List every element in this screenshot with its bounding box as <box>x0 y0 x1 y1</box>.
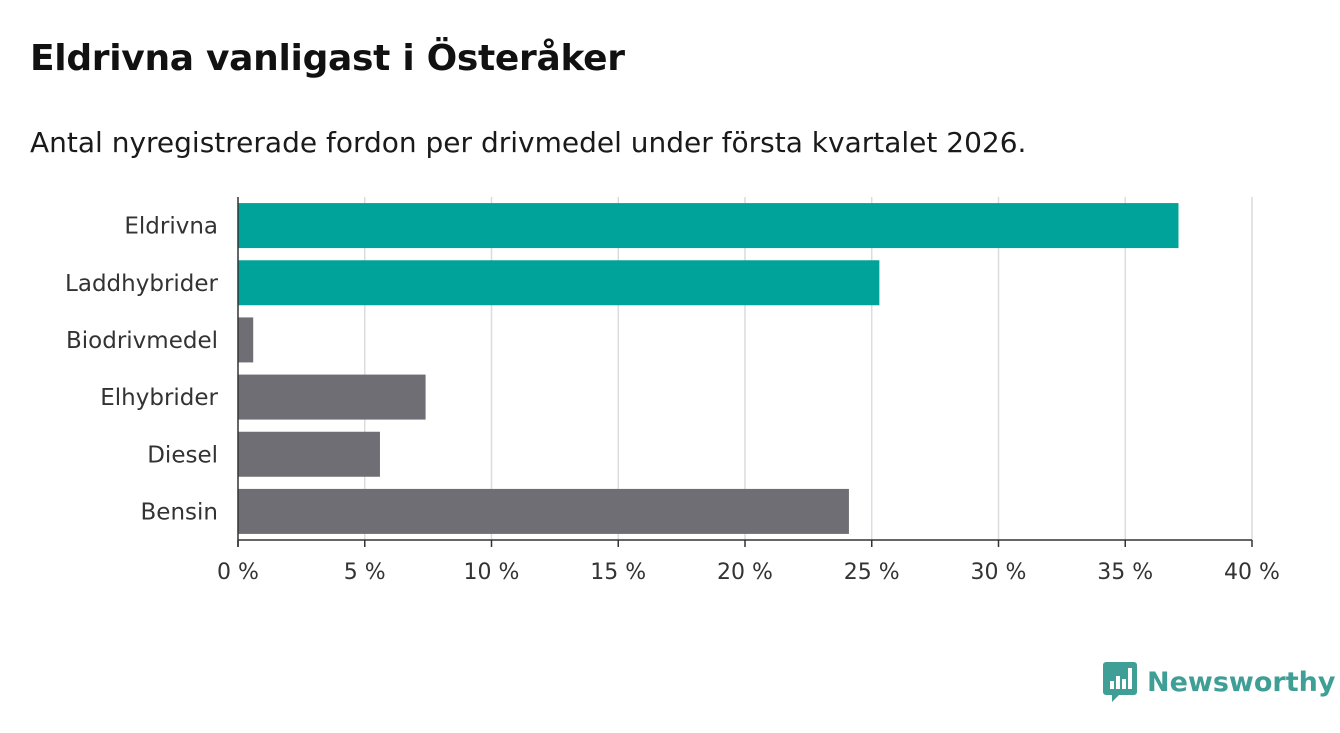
x-tick-label: 25 % <box>844 560 900 585</box>
newsworthy-logo-icon <box>1103 662 1137 702</box>
chart-subtitle: Antal nyregistrerade fordon per drivmede… <box>30 126 1027 159</box>
chart-title: Eldrivna vanligast i Österåker <box>30 38 625 79</box>
brand-logo: Newsworthy <box>1103 662 1335 702</box>
x-tick-label: 40 % <box>1224 560 1280 585</box>
bar-eldrivna <box>238 203 1179 249</box>
bar-biodrivmedel <box>238 317 254 363</box>
category-label: Laddhybrider <box>65 271 218 297</box>
category-label: Bensin <box>141 499 218 525</box>
bar-diesel <box>238 431 380 477</box>
x-tick-label: 5 % <box>344 560 386 585</box>
category-label: Elhybrider <box>100 385 218 411</box>
x-tick-label: 30 % <box>971 560 1027 585</box>
bar-chart: Eldrivna Laddhybrider Biodrivmedel Elhybrid… <box>65 197 1280 585</box>
x-tick-label: 15 % <box>590 560 646 585</box>
bar-laddhybrider <box>238 260 880 306</box>
bar-elhybrider <box>238 374 426 420</box>
category-label: Eldrivna <box>124 214 218 240</box>
x-tick-label: 0 % <box>217 560 259 585</box>
x-tick-label: 35 % <box>1097 560 1153 585</box>
bar-bensin <box>238 488 849 534</box>
brand-name: Newsworthy <box>1147 666 1336 698</box>
category-label: Diesel <box>147 442 218 468</box>
category-label: Biodrivmedel <box>66 328 218 354</box>
x-tick-label: 20 % <box>717 560 773 585</box>
x-tick-label: 10 % <box>464 560 520 585</box>
